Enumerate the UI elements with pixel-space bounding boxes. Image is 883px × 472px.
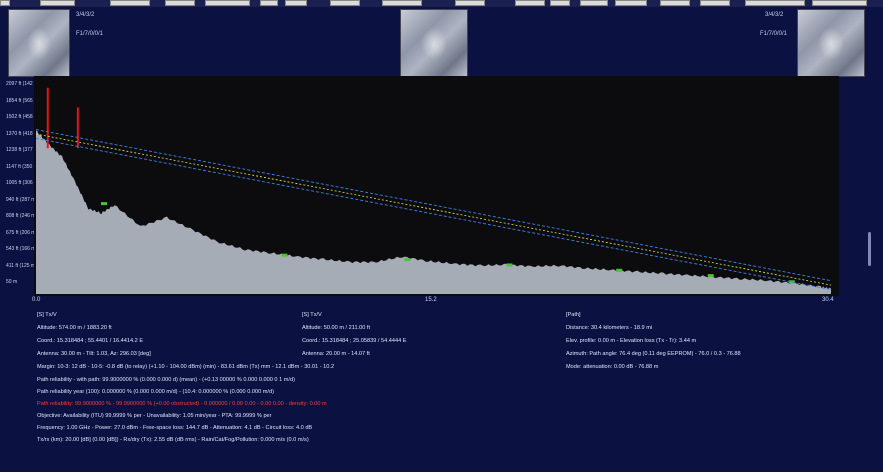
tx-altitude: Altitude: 574.00 m / 1883.20 ft [37, 325, 112, 331]
toolbar-field[interactable] [40, 0, 75, 6]
toolbar-field[interactable] [812, 0, 867, 6]
toolbar-field[interactable] [110, 0, 150, 6]
site-b-line1: 3/4/3/2 [765, 12, 784, 18]
detail-line-warning: Path reliability: 99.9000000 % - 99.9900… [37, 401, 327, 407]
y-tick-label: 50 m [6, 279, 18, 285]
toolbar-field[interactable] [550, 0, 570, 6]
site-a-map-thumbnail[interactable] [8, 9, 70, 77]
detail-line-losses: Tx/rx (km): 20.00 [dB] (0.00 [dB]) - Rx/… [37, 437, 309, 443]
y-tick-label: 1854 ft (565 m) [6, 97, 40, 104]
x-label-start: 0.0 [32, 297, 41, 303]
detail-line-reliability: Path reliability - with path: 99.9000000… [37, 377, 295, 383]
tx-heading: [S] Tx/V [37, 312, 57, 318]
toolbar-field[interactable] [165, 0, 195, 6]
detail-line-reliability-year: Path reliability year (100): 0.000000 % … [37, 389, 274, 395]
toolbar-field[interactable] [330, 0, 360, 6]
y-tick-label: 940 ft (287 m) [6, 196, 38, 203]
x-label-end: 30.4 [822, 297, 834, 303]
vegetation-mark [100, 202, 107, 206]
site-header: 3/4/3/2 F1/7/0/0/1 3/4/3/2 F1/7/0/0/1 [0, 7, 883, 77]
toolbar-field[interactable] [0, 0, 10, 6]
detail-line-frequency: Frequency: 1.00 GHz - Power: 27.0 dBm - … [37, 425, 313, 431]
site-a-line1: 3/4/3/2 [76, 12, 95, 18]
y-tick-label: 543 ft (166 m) [6, 246, 38, 252]
toolbar-field[interactable] [700, 0, 730, 6]
site-a-line2: F1/7/0/0/1 [76, 31, 104, 37]
y-tick-label: 1238 ft (377 m) [6, 147, 40, 153]
detail-line-objective: Objective: Availability (ITU) 99.9999 % … [37, 413, 272, 419]
tx-antenna: Antenna: 30.00 m - Tilt: 1.03, Az: 296.0… [37, 351, 151, 357]
y-tick-label: 1502 ft (458 m) [6, 114, 40, 120]
line-of-sight [35, 133, 832, 286]
toolbar-field[interactable] [660, 0, 690, 6]
scrollbar-handle[interactable] [868, 232, 871, 266]
vegetation-mark [404, 258, 411, 262]
y-tick-label: 2097 ft (142 m) [6, 81, 40, 87]
top-toolbar [0, 0, 883, 7]
rx-altitude: Altitude: 50.00 m / 211.00 ft [302, 325, 370, 331]
x-label-mid: 15.2 [425, 297, 437, 303]
vegetation-mark [707, 274, 714, 278]
path-elevation: Elev. profile: 0.00 m - Elevation loss (… [566, 338, 697, 344]
rx-antenna: Antenna: 20.00 m - 14.07 ft [302, 351, 370, 357]
midpoint-map-thumbnail[interactable] [400, 9, 468, 77]
toolbar-field[interactable] [455, 0, 485, 6]
toolbar-field[interactable] [580, 0, 608, 6]
toolbar-field[interactable] [382, 0, 422, 6]
y-tick-label: 808 ft (246 m) [6, 213, 38, 219]
site-b-map-thumbnail[interactable] [797, 9, 865, 77]
vegetation-mark [281, 253, 288, 257]
profile-svg [35, 87, 832, 294]
toolbar-field[interactable] [285, 0, 307, 6]
detail-line-margin: Margin: 10-3: 12 dB - 10-5: -0.8 dB (to … [37, 364, 335, 370]
vegetation-mark [788, 280, 795, 284]
y-tick-label: 675 ft (206 m) [6, 229, 38, 236]
vegetation-mark [616, 268, 623, 272]
terrain-area [36, 130, 831, 294]
path-heading: [Path] [566, 312, 581, 318]
path-mode: Mode: attenuation: 0.00 dB - 76.88 m [566, 364, 659, 370]
y-tick-label: 1147 ft (350 m) [6, 163, 40, 170]
y-tick-label: 1370 ft (418 m) [6, 130, 40, 137]
vegetation-mark [506, 263, 513, 267]
rx-heading: [S] Tx/V [302, 312, 322, 318]
toolbar-field[interactable] [260, 0, 278, 6]
toolbar-field[interactable] [745, 0, 805, 6]
toolbar-field[interactable] [205, 0, 250, 6]
rx-coordinates: Coord.: 15.318484 ; 25.05839 / 54.4444 E [302, 338, 407, 344]
path-distance: Distance: 30.4 kilometers - 18.9 mi [566, 325, 653, 331]
path-azimuth: Azimuth: Path angle: 76.4 deg (0.11 deg … [566, 351, 741, 357]
toolbar-field[interactable] [515, 0, 545, 6]
site-b-line2: F1/7/0/0/1 [760, 31, 788, 37]
elevation-profile-chart[interactable] [34, 76, 839, 296]
y-tick-label: 411 ft (125 m) [6, 262, 37, 269]
toolbar-field[interactable] [615, 0, 647, 6]
y-tick-label: 1005 ft (306 m) [6, 180, 40, 186]
tx-coordinates: Coord.: 15.318484 ; 55.4401 / 16.4414.2 … [37, 338, 144, 344]
